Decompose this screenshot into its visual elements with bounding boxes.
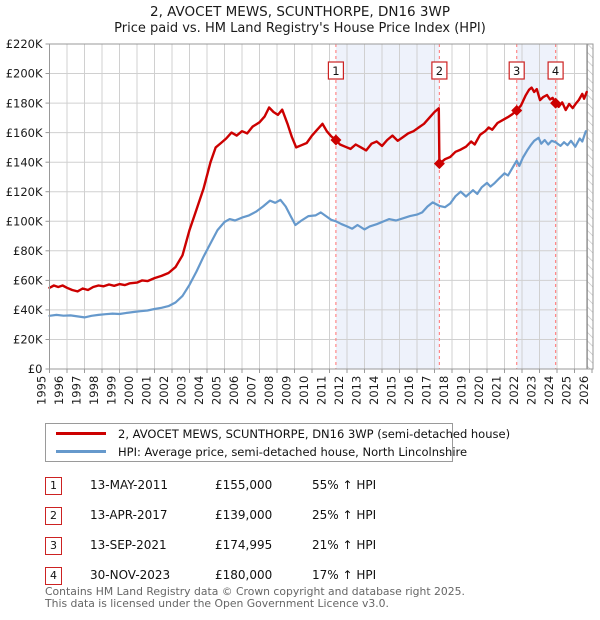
sale-date: 13-MAY-2011: [90, 478, 169, 492]
legend-item-hpi: HPI: Average price, semi-detached house,…: [46, 444, 467, 459]
sale-hpi-change: 25% ↑ HPI: [312, 508, 377, 522]
x-tick-label: 1996: [52, 376, 66, 405]
y-tick-label: £160K: [6, 126, 43, 140]
sale-marker-diamond: [511, 104, 523, 116]
ownership-band: [335, 44, 440, 369]
sale-price: £174,995: [215, 538, 273, 552]
y-tick-label: £200K: [6, 67, 43, 81]
x-tick-label: 2001: [139, 376, 153, 405]
x-tick-label: 2012: [332, 376, 346, 405]
y-tick-label: £80K: [13, 244, 43, 258]
ownership-band: [516, 44, 556, 369]
sale-price: £155,000: [215, 478, 273, 492]
x-tick-label: 2023: [524, 376, 538, 405]
x-tick-label: 1998: [87, 376, 101, 405]
y-tick-label: £180K: [6, 96, 43, 110]
sale-number-badge: 2: [45, 507, 62, 525]
sale-flag-number: 4: [552, 64, 559, 78]
x-tick-label: 2014: [367, 376, 381, 405]
sale-number-badge: 4: [45, 567, 62, 585]
y-tick-label: £220K: [6, 37, 43, 51]
page-subtitle: Price paid vs. HM Land Registry's House …: [114, 21, 486, 36]
footer-line-2: This data is licensed under the Open Gov…: [45, 596, 389, 610]
x-tick-label: 1997: [69, 376, 83, 405]
table-row: 1 13-MAY-2011 £155,000 55% ↑ HPI: [45, 477, 565, 507]
x-tick-label: 2002: [157, 376, 171, 405]
y-tick-label: £100K: [6, 214, 43, 228]
x-tick-label: 2005: [209, 376, 223, 405]
x-tick-label: 1999: [104, 376, 118, 405]
footer-line-1: Contains HM Land Registry data © Crown c…: [45, 585, 465, 598]
x-tick-label: 2009: [279, 376, 293, 405]
x-tick-label: 2026: [577, 376, 591, 405]
x-tick-label: 2010: [297, 376, 311, 405]
x-tick-label: 2011: [314, 376, 328, 405]
sale-hpi-change: 55% ↑ HPI: [312, 478, 377, 492]
chart-legend: 2, AVOCET MEWS, SCUNTHORPE, DN16 3WP (se…: [45, 423, 510, 462]
x-tick-label: 2024: [542, 376, 556, 405]
x-tick-label: 2018: [437, 376, 451, 405]
sale-marker-diamond: [550, 97, 562, 109]
future-hatch-region: [587, 44, 593, 369]
price-line-swatch: [56, 432, 106, 435]
page-title: 2, AVOCET MEWS, SCUNTHORPE, DN16 3WP: [149, 4, 450, 20]
sale-date: 30-NOV-2023: [90, 568, 171, 582]
sale-flag: [431, 61, 448, 80]
y-tick-label: £120K: [6, 185, 43, 199]
x-tick-label: 2016: [402, 376, 416, 405]
x-tick-label: 2007: [244, 376, 258, 405]
y-tick-label: £140K: [6, 155, 43, 169]
sales-table: 1 13-MAY-2011 £155,000 55% ↑ HPI 2 13-AP…: [45, 477, 565, 597]
sale-flag-number: 2: [436, 64, 443, 78]
y-tick-label: £0: [28, 362, 43, 376]
sale-flag-number: 1: [332, 64, 339, 78]
y-tick-label: £20K: [13, 333, 43, 347]
sale-number-badge: 1: [45, 477, 62, 495]
price-paid-line: [48, 86, 588, 293]
x-tick-label: 1995: [35, 376, 49, 405]
y-tick-label: £60K: [13, 274, 43, 288]
table-row: 2 13-APR-2017 £139,000 25% ↑ HPI: [45, 507, 565, 537]
x-tick-label: 2015: [384, 376, 398, 405]
x-tick-label: 2000: [122, 376, 136, 405]
sale-price: £180,000: [215, 568, 273, 582]
sale-hpi-change: 17% ↑ HPI: [312, 568, 377, 582]
sale-flag: [547, 61, 564, 80]
x-tick-label: 2017: [419, 376, 433, 405]
x-tick-label: 2004: [192, 376, 206, 405]
sale-price: £139,000: [215, 508, 273, 522]
table-row: 3 13-SEP-2021 £174,995 21% ↑ HPI: [45, 537, 565, 567]
price-history-chart: 1995 1996 1997 1998 1999 2000 2001 2002 2003 2004…: [6, 37, 594, 405]
sale-marker-diamond: [433, 158, 445, 170]
x-tick-label: 2025: [559, 376, 573, 405]
x-tick-label: 2021: [489, 376, 503, 405]
table-row: 4 30-NOV-2023 £180,000 17% ↑ HPI: [45, 567, 565, 597]
sale-number-badge: 3: [45, 537, 62, 555]
sale-hpi-change: 21% ↑ HPI: [312, 538, 377, 552]
sale-flag: [508, 61, 525, 80]
sale-date: 13-APR-2017: [90, 508, 168, 522]
x-tick-label: 2022: [507, 376, 521, 405]
sale-marker-diamond: [330, 134, 342, 146]
hpi-line: [48, 130, 587, 319]
legend-label: 2, AVOCET MEWS, SCUNTHORPE, DN16 3WP (se…: [118, 426, 511, 441]
sale-flag: [327, 61, 344, 80]
x-tick-label: 2008: [262, 376, 276, 405]
legend-label: HPI: Average price, semi-detached house,…: [118, 444, 468, 459]
y-tick-label: £40K: [13, 303, 43, 317]
x-tick-label: 2020: [472, 376, 486, 405]
hpi-line-swatch: [56, 450, 106, 453]
legend-item-price-paid: 2, AVOCET MEWS, SCUNTHORPE, DN16 3WP (se…: [46, 426, 510, 441]
x-tick-label: 2019: [454, 376, 468, 405]
x-tick-label: 2003: [174, 376, 188, 405]
sale-flag-number: 3: [513, 64, 520, 78]
x-tick-label: 2013: [349, 376, 363, 405]
license-footer: Contains HM Land Registry data © Crown c…: [45, 586, 465, 609]
sale-date: 13-SEP-2021: [90, 538, 167, 552]
x-tick-label: 2006: [227, 376, 241, 405]
